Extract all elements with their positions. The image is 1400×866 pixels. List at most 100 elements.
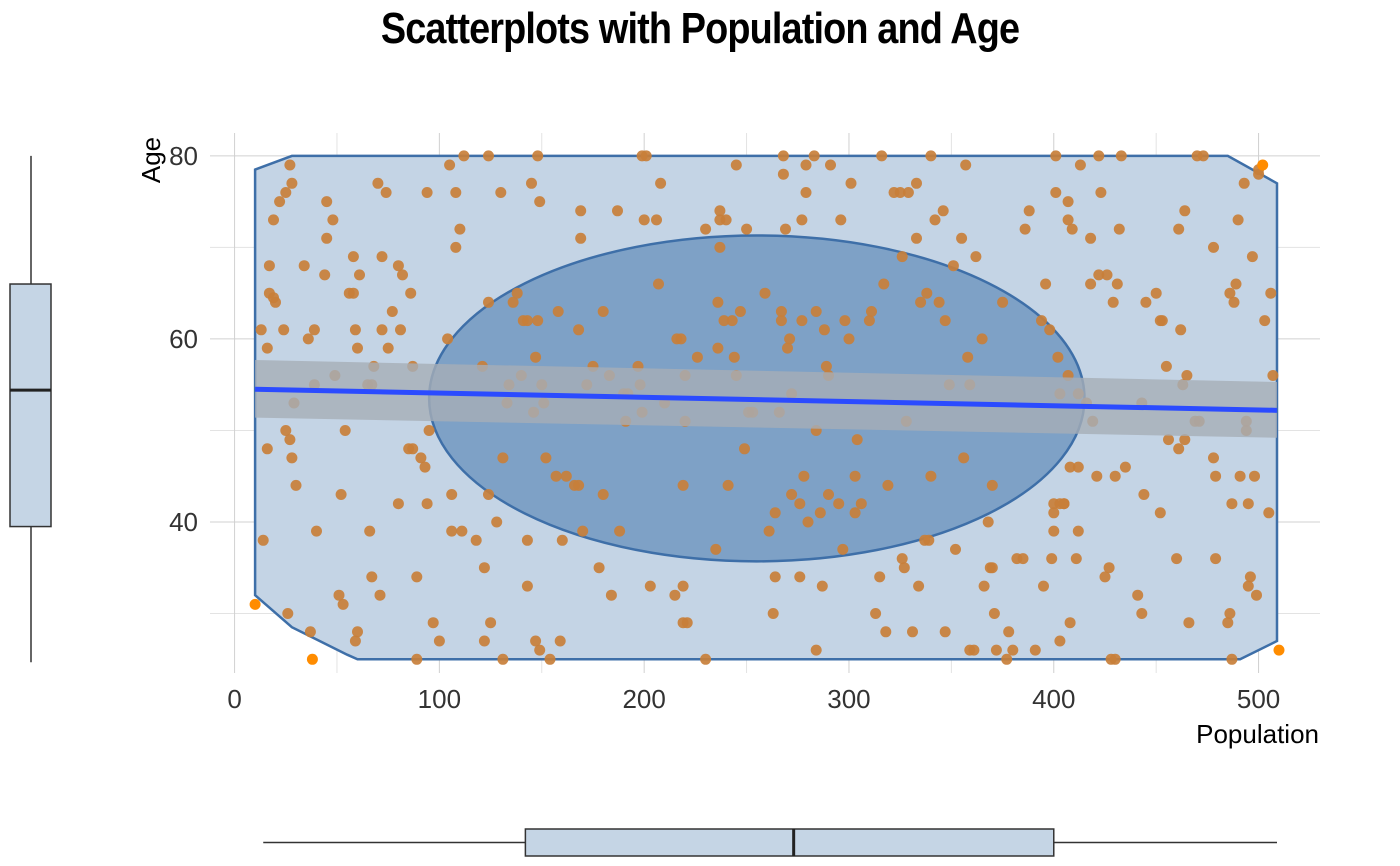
data-point (308, 324, 320, 336)
regression-line (255, 386, 1278, 413)
data-point (1113, 223, 1125, 235)
data-point (1093, 269, 1105, 281)
data-point (777, 168, 789, 180)
data-point (775, 315, 787, 327)
data-point (1017, 553, 1029, 565)
data-point (1101, 269, 1113, 281)
data-point (456, 525, 468, 537)
data-point (1208, 452, 1219, 464)
data-point (855, 498, 867, 510)
data-point (1226, 498, 1238, 510)
data-point (554, 635, 566, 647)
data-point (411, 571, 423, 583)
data-point (575, 232, 587, 244)
data-point (677, 479, 689, 491)
data-point (1156, 315, 1168, 327)
data-point (769, 507, 781, 519)
data-point (1210, 553, 1222, 565)
data-point (335, 489, 347, 500)
data-point (653, 278, 664, 290)
data-point (1109, 653, 1121, 665)
data-point (1249, 470, 1260, 482)
data-point (483, 296, 494, 308)
data-point (849, 470, 861, 482)
data-point (775, 306, 787, 317)
data-point (544, 653, 556, 665)
data-point (268, 214, 279, 226)
data-point (769, 571, 781, 583)
data-point (1226, 653, 1238, 665)
data-point (372, 177, 384, 189)
data-point (913, 580, 925, 592)
data-point (1054, 635, 1066, 647)
data-point (929, 214, 941, 226)
data-point (960, 159, 972, 171)
data-point (415, 452, 427, 464)
data-point (782, 342, 793, 354)
data-point (321, 232, 333, 244)
data-point (898, 562, 910, 574)
outlier-points (249, 159, 1285, 665)
data-point (911, 232, 922, 244)
data-point (364, 525, 376, 537)
data-point (1228, 296, 1240, 308)
data-point (311, 525, 322, 537)
data-point (491, 516, 503, 528)
data-point (454, 223, 466, 235)
data-point (278, 324, 290, 336)
data-point (714, 205, 726, 217)
data-point (851, 434, 863, 446)
data-point (1036, 315, 1047, 327)
outlier-point (1257, 159, 1269, 171)
outlier-point (306, 653, 318, 665)
data-point (1048, 525, 1060, 537)
data-point (280, 187, 292, 198)
x-tick-label: 200 (622, 684, 665, 714)
data-point (380, 187, 392, 198)
data-point (419, 461, 431, 473)
data-point (511, 287, 523, 299)
data-point (458, 150, 470, 162)
x-tick-label: 100 (418, 684, 461, 714)
data-point (1062, 214, 1074, 226)
data-point (794, 571, 806, 583)
data-point (651, 214, 662, 226)
data-point (997, 296, 1009, 308)
data-point (1251, 589, 1262, 601)
data-point (407, 443, 419, 455)
data-point (612, 205, 623, 217)
data-point (1001, 653, 1013, 665)
data-point (786, 489, 798, 500)
data-point (837, 543, 849, 555)
data-point (376, 251, 388, 263)
data-point (722, 479, 734, 491)
population-box (524, 828, 1055, 857)
data-point (263, 260, 275, 272)
data-point (814, 507, 826, 519)
data-point (896, 553, 908, 565)
data-point (700, 653, 712, 665)
data-point (939, 626, 951, 638)
data-point (270, 296, 281, 308)
data-point (726, 315, 738, 327)
data-point (970, 251, 982, 263)
data-point (470, 534, 482, 546)
data-point (450, 187, 462, 198)
data-point (700, 223, 712, 235)
data-point (597, 489, 609, 500)
data-point (534, 196, 546, 208)
data-point (1263, 507, 1275, 519)
data-point (1242, 498, 1254, 510)
data-point (352, 626, 363, 638)
data-point (521, 534, 533, 546)
data-point (950, 543, 961, 555)
data-point (784, 333, 796, 345)
data-point (392, 260, 404, 272)
data-point (530, 635, 542, 647)
data-point (444, 159, 456, 171)
data-point (1265, 287, 1277, 299)
y-axis-title: Age (136, 137, 166, 183)
data-point (1222, 617, 1234, 629)
data-point (290, 479, 302, 491)
data-point (978, 580, 990, 592)
